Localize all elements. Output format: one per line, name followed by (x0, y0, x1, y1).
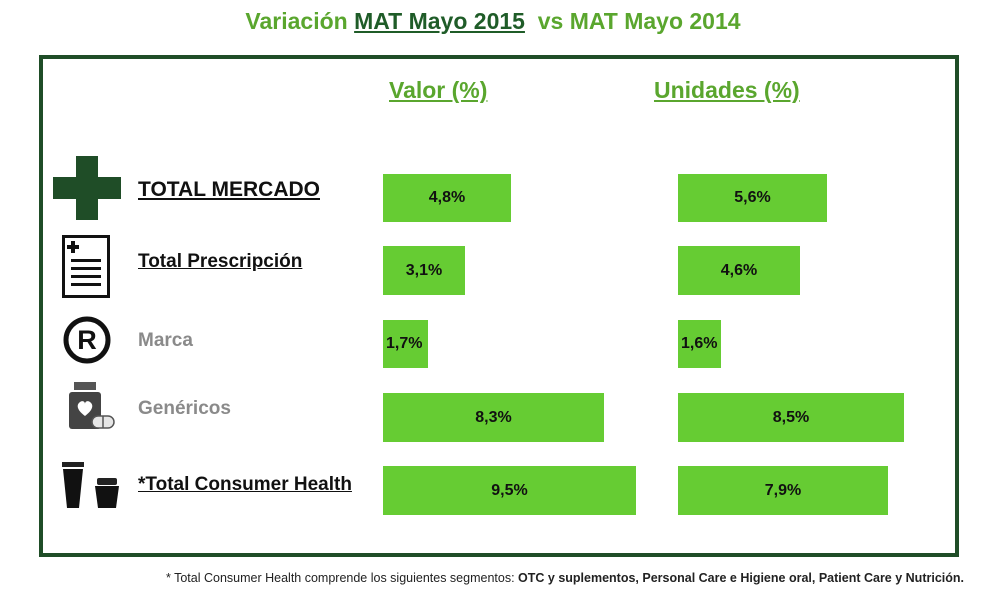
bar-unidades-2: 1,6% (678, 320, 721, 368)
title-prefix: Variación (245, 8, 355, 34)
row-label-total-prescripcion: Total Prescripción (138, 251, 303, 272)
medical-cross-icon (53, 156, 121, 220)
bar-valor-4: 9,5% (383, 466, 636, 515)
cosmetics-icon (62, 462, 119, 508)
column-header-unidades: Unidades (%) (654, 77, 800, 103)
bar-unidades-3: 8,5% (678, 393, 904, 442)
row-label-marca: Marca (138, 330, 193, 351)
chart-title: Variación MAT Mayo 2015 vs MAT Mayo 2014 (0, 8, 986, 35)
bar-unidades-1: 4,6% (678, 246, 800, 295)
bar-label-unidades-1: 4,6% (720, 261, 758, 279)
svg-text:R: R (77, 325, 97, 355)
footnote-segments: OTC y suplementos, Personal Care e Higie… (518, 571, 964, 585)
bar-label-unidades-4: 7,9% (764, 481, 802, 499)
bar-label-unidades-2: 1,6% (681, 335, 718, 352)
chart-frame (39, 55, 959, 557)
bar-label-valor-3: 8,3% (475, 408, 512, 426)
pill-bottle-icon (69, 382, 115, 429)
bar-valor-2: 1,7% (383, 320, 428, 368)
prescription-icon (62, 235, 110, 298)
bar-label-valor-1: 3,1% (405, 261, 443, 279)
row-label-total-consumer-health: *Total Consumer Health (138, 474, 352, 495)
footnote-text: * Total Consumer Health comprende los si… (165, 571, 519, 585)
bar-unidades-0: 5,6% (678, 174, 827, 222)
bar-valor-3: 8,3% (383, 393, 604, 442)
bar-label-valor-2: 1,7% (386, 335, 423, 352)
bar-unidades-4: 7,9% (678, 466, 888, 515)
bar-label-valor-4: 9,5% (491, 481, 528, 499)
column-header-valor: Valor (%) (389, 77, 488, 103)
title-period: MAT Mayo 2015 (354, 8, 525, 34)
bar-valor-1: 3,1% (383, 246, 465, 295)
bar-valor-0: 4,8% (383, 174, 511, 222)
registered-trademark-icon: R (63, 316, 111, 364)
row-label-genericos: Genéricos (138, 398, 231, 419)
row-label-total-mercado: TOTAL MERCADO (138, 178, 320, 201)
bar-label-unidades-3: 8,5% (772, 408, 810, 426)
footnote: * Total Consumer Health comprende los si… (166, 571, 964, 585)
bar-label-valor-0: 4,8% (428, 189, 466, 206)
bar-label-unidades-0: 5,6% (734, 189, 771, 206)
title-suffix: vs MAT Mayo 2014 (524, 8, 741, 34)
